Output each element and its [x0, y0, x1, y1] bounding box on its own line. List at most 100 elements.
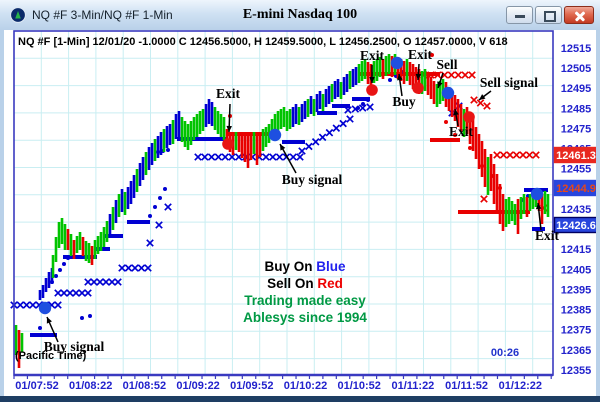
candle [345, 74, 349, 92]
annotation-arrowhead [437, 81, 443, 88]
sell-signal-dot [222, 138, 234, 150]
candle [216, 111, 220, 134]
candle [330, 84, 334, 102]
buy-stop-x [346, 115, 354, 123]
candle [47, 272, 51, 288]
candle [315, 94, 319, 112]
candle [324, 89, 328, 107]
candle [222, 117, 226, 140]
support-level [532, 227, 545, 231]
buy-stop-x [144, 264, 152, 272]
candle [459, 104, 463, 132]
annotation-arrowhead [226, 125, 233, 132]
candle [282, 107, 286, 127]
buy-stop-x [60, 289, 68, 297]
price-tick-label: 12415 [561, 244, 592, 256]
minimize-button[interactable] [506, 6, 533, 24]
sell-stop-x [470, 96, 478, 104]
buy-dot [356, 106, 360, 110]
candle [297, 107, 301, 125]
candle [456, 99, 460, 127]
candle [57, 222, 61, 248]
candle [234, 132, 238, 150]
sell-stop-x [454, 71, 463, 79]
buy-dot [388, 78, 392, 82]
candle [426, 72, 430, 95]
candle [372, 61, 376, 83]
buy-stop-x [54, 301, 62, 309]
buy-stop-x [305, 142, 313, 151]
candle [333, 81, 337, 99]
candle [321, 94, 325, 111]
buy-dot [166, 148, 170, 152]
candle [312, 99, 316, 116]
candle [78, 232, 82, 250]
buy-signal-dot [390, 56, 404, 70]
sell-stop-x [525, 151, 534, 159]
title-bar[interactable]: NQ #F 3-Min/NQ #F 1-Min E-mini Nasdaq 10… [0, 0, 600, 31]
minimize-icon [515, 15, 525, 18]
candle [246, 132, 250, 168]
candle [474, 127, 478, 159]
candle [270, 119, 274, 138]
candle [96, 236, 100, 254]
close-button[interactable] [564, 6, 594, 24]
candle [510, 201, 514, 221]
time-tick-label: 01/11:52 [445, 380, 488, 392]
candle [219, 114, 223, 137]
candle [189, 121, 193, 145]
candle [138, 163, 142, 186]
buy-stop-x [96, 278, 104, 286]
candle [144, 152, 148, 175]
candle [41, 285, 45, 298]
price-tick-label: 12405 [561, 264, 592, 276]
price-tick-label: 12475 [561, 123, 592, 135]
price-chart-canvas[interactable]: 1251512505124951248512475124651245512445… [0, 30, 600, 402]
candle [117, 194, 121, 217]
candle [159, 132, 163, 155]
candle [492, 164, 496, 204]
buy-dot [66, 256, 70, 260]
candle [261, 129, 265, 151]
candle [288, 109, 292, 129]
candle [38, 290, 42, 300]
candle [411, 64, 415, 89]
price-tick-label: 12355 [561, 365, 592, 377]
candle [384, 56, 388, 76]
buy-stop-x [108, 278, 116, 286]
candle [414, 67, 418, 91]
price-tick-label: 12495 [561, 83, 592, 95]
candle [186, 124, 190, 150]
buy-stop-x [262, 153, 270, 161]
candles [14, 54, 550, 368]
candle [357, 64, 361, 83]
resistance-level [430, 138, 460, 142]
candle [438, 81, 442, 104]
candle [213, 107, 217, 130]
buy-dot [366, 98, 370, 102]
buy-signal-dot [38, 301, 52, 315]
buy-dot [163, 187, 167, 191]
candle [252, 132, 256, 154]
candle [210, 102, 214, 126]
support-level [352, 97, 370, 101]
buy-dot [361, 102, 365, 106]
price-marker-value: 12426.6 [556, 220, 596, 232]
quote-info-line: NQ #F [1-Min] 12/01/20 -1.0000 C 12456.5… [18, 36, 508, 48]
candle [291, 107, 295, 127]
buy-stop-x [118, 264, 126, 272]
window-frame-left [0, 30, 4, 402]
time-tick-label: 01/08:22 [69, 380, 112, 392]
candle [66, 229, 70, 250]
window-controls [506, 6, 594, 24]
time-tick-label: 01/07:52 [15, 380, 58, 392]
candle [408, 62, 412, 85]
candle [204, 104, 208, 127]
maximize-button[interactable] [535, 6, 562, 24]
candle [87, 243, 91, 263]
sell-signal-dot [366, 84, 378, 96]
buy-stop-x [194, 153, 202, 161]
grid [13, 30, 553, 375]
buy-stop-x [78, 289, 86, 297]
candle [387, 54, 391, 74]
